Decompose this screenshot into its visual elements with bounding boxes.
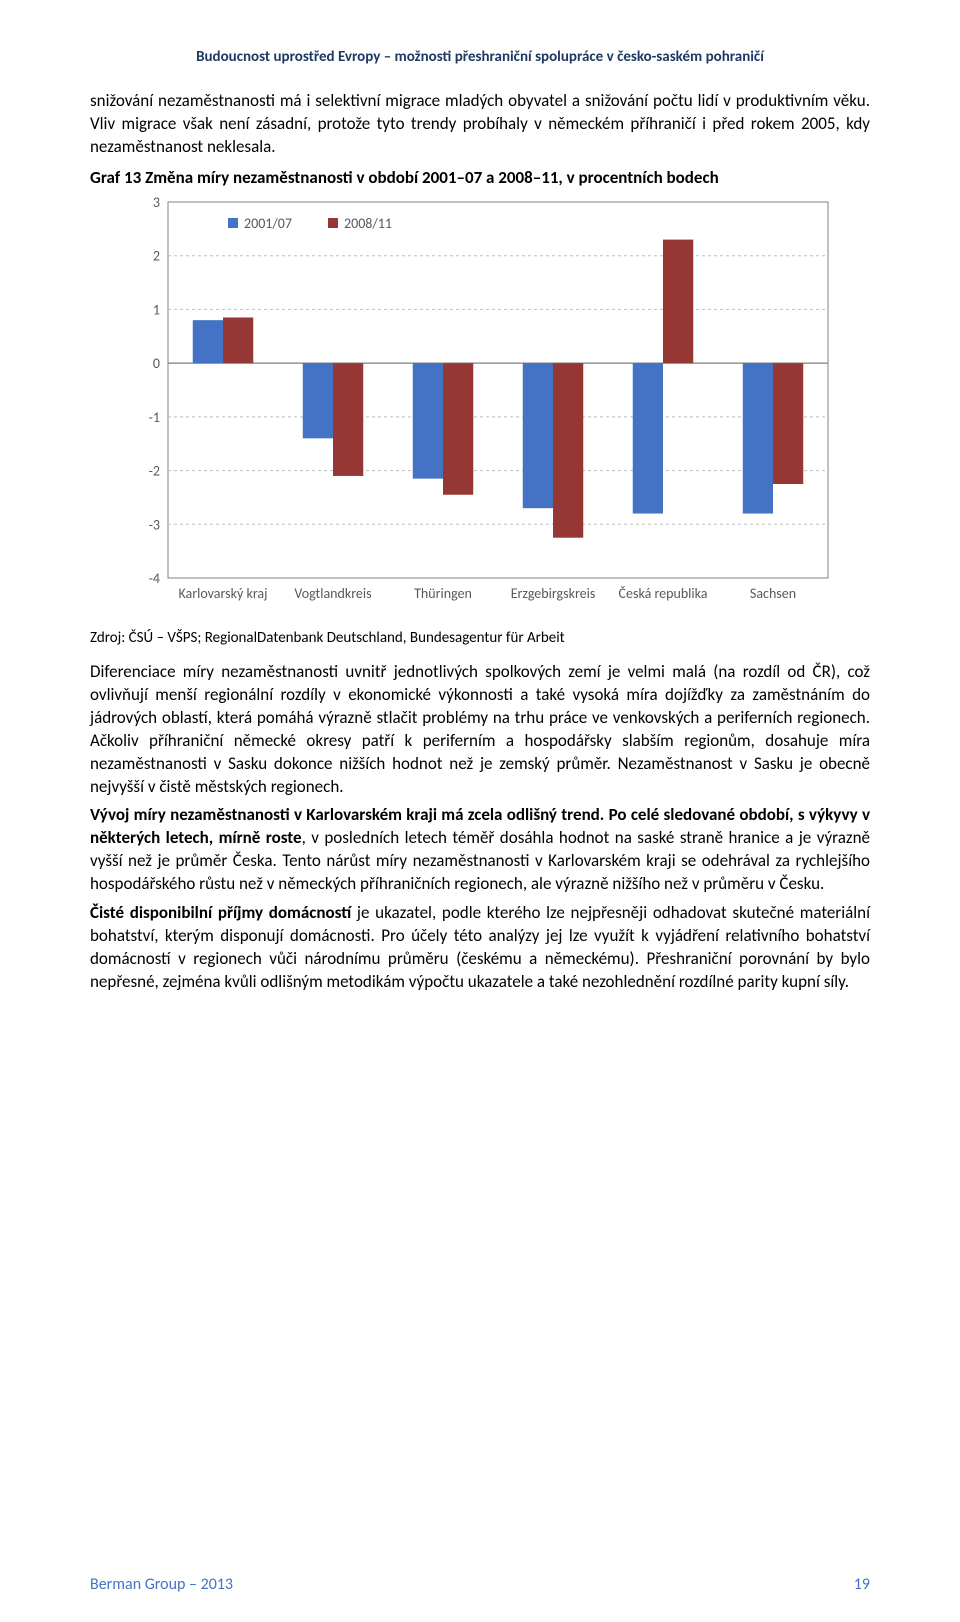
svg-text:Thüringen: Thüringen xyxy=(414,585,472,602)
svg-text:Karlovarský kraj: Karlovarský kraj xyxy=(179,585,268,602)
footer-right: 19 xyxy=(854,1575,870,1594)
svg-text:-3: -3 xyxy=(149,516,160,533)
svg-text:Erzgebirgskreis: Erzgebirgskreis xyxy=(511,585,596,602)
svg-text:3: 3 xyxy=(153,194,160,211)
svg-text:-2: -2 xyxy=(149,462,160,479)
svg-text:1: 1 xyxy=(153,301,160,318)
page-header: Budoucnost uprostřed Evropy – možnosti p… xyxy=(90,48,870,66)
page-footer: Berman Group – 2013 19 xyxy=(90,1575,870,1594)
paragraph-2: Diferenciace míry nezaměstnanosti uvnitř… xyxy=(90,661,870,799)
paragraph-4-bold: Čisté disponibilní příjmy domácností xyxy=(90,902,351,923)
svg-text:Sachsen: Sachsen xyxy=(750,585,796,602)
svg-text:2008/11: 2008/11 xyxy=(344,215,392,232)
footer-left: Berman Group – 2013 xyxy=(90,1575,233,1594)
paragraph-3: Vývoj míry nezaměstnanosti v Karlovarské… xyxy=(90,804,870,896)
svg-text:Česká republika: Česká republika xyxy=(619,585,708,602)
chart-source: Zdroj: ČSÚ – VŠPS; RegionalDatenbank Deu… xyxy=(90,629,870,647)
svg-text:Vogtlandkreis: Vogtlandkreis xyxy=(294,585,371,602)
svg-text:2001/07: 2001/07 xyxy=(244,215,292,232)
svg-text:-1: -1 xyxy=(149,409,160,426)
svg-text:-4: -4 xyxy=(149,570,160,587)
chart-title: Graf 13 Změna míry nezaměstnanosti v obd… xyxy=(90,167,870,188)
svg-text:2: 2 xyxy=(153,248,160,265)
svg-text:0: 0 xyxy=(153,355,160,372)
unemployment-chart: -4 -3 -2 -1 0 1 2 3 Karlovarský kraj Vogtlandkrei… xyxy=(120,194,840,619)
paragraph-1: snižování nezaměstnanosti má i selektivn… xyxy=(90,90,870,159)
paragraph-4: Čisté disponibilní příjmy domácností je … xyxy=(90,902,870,994)
